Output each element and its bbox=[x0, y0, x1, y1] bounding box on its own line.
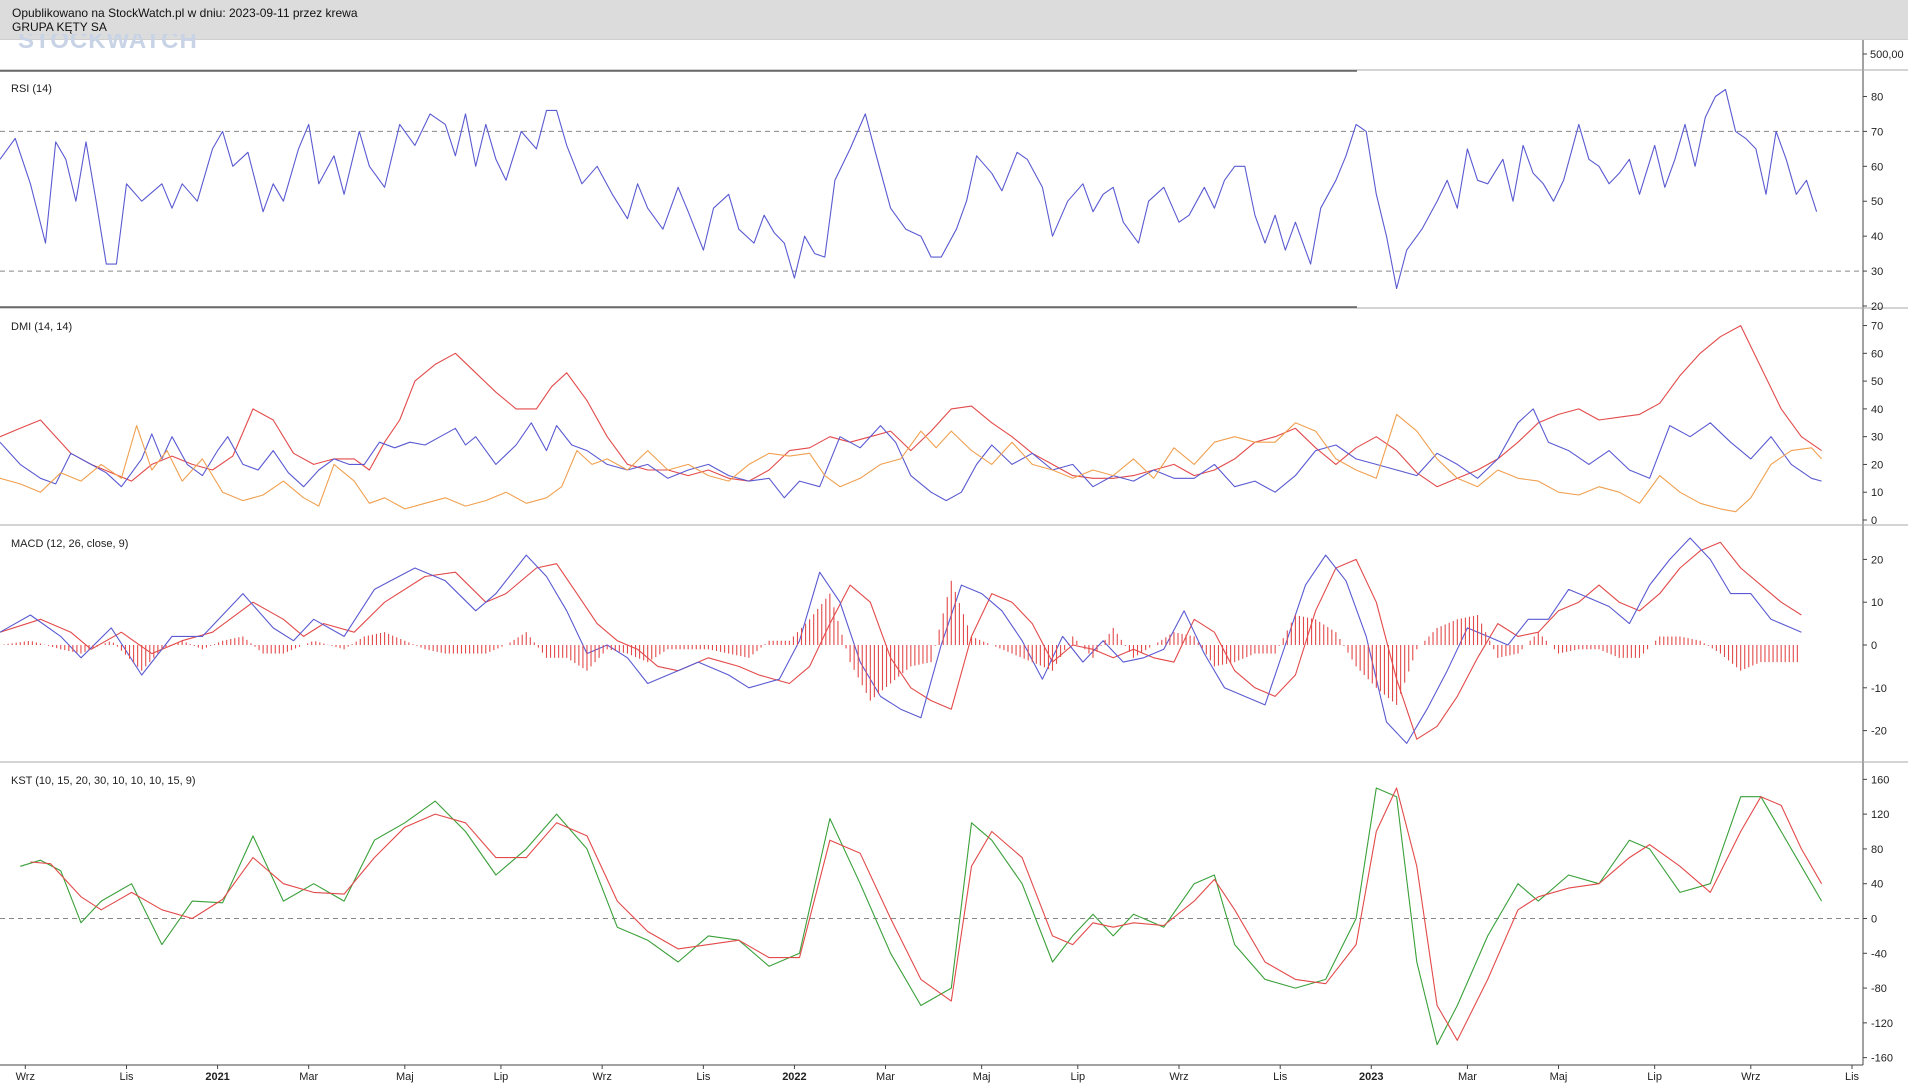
time-tick-label: Maj bbox=[396, 1071, 414, 1083]
kst-tick-label: -160 bbox=[1871, 1053, 1893, 1065]
time-tick-label: 2021 bbox=[205, 1071, 229, 1083]
time-tick-label: Mar bbox=[876, 1071, 895, 1083]
time-tick-label: Wrz bbox=[592, 1071, 611, 1083]
dmi-series-line-0 bbox=[0, 325, 1822, 488]
rsi-tick-label: 50 bbox=[1871, 196, 1883, 208]
dmi-panel-title: DMI (14, 14) bbox=[11, 321, 72, 333]
macd-tick-label: 0 bbox=[1871, 640, 1877, 652]
dmi-tick-label: 70 bbox=[1871, 321, 1883, 333]
rsi-tick-label: 20 bbox=[1871, 301, 1883, 313]
macd-tick-label: -10 bbox=[1871, 683, 1887, 695]
rsi-tick-label: 30 bbox=[1871, 266, 1883, 278]
rsi-series-line-0 bbox=[0, 88, 1818, 290]
time-tick-label: Mar bbox=[1458, 1071, 1477, 1083]
kst-series-line-kst bbox=[20, 787, 1823, 1046]
time-tick-label: Mar bbox=[299, 1071, 318, 1083]
time-tick-label: Wrz bbox=[16, 1071, 35, 1083]
macd-tick-label: 10 bbox=[1871, 597, 1883, 609]
time-tick-label: Lis bbox=[696, 1071, 711, 1083]
kst-series-line-signal bbox=[30, 787, 1823, 1041]
stockwatch-logo: STOCKWATCH bbox=[18, 34, 198, 52]
dmi-tick-label: 40 bbox=[1871, 404, 1883, 416]
macd-tick-label: 20 bbox=[1871, 554, 1883, 566]
macd-series-line-macd bbox=[0, 537, 1802, 744]
time-tick-label: Lip bbox=[494, 1071, 509, 1083]
kst-tick-label: -80 bbox=[1871, 983, 1887, 995]
time-tick-label: Wrz bbox=[1169, 1071, 1188, 1083]
kst-tick-label: 0 bbox=[1871, 914, 1877, 926]
time-tick-label: Maj bbox=[1550, 1071, 1568, 1083]
time-tick-label: 2023 bbox=[1359, 1071, 1383, 1083]
time-tick-label: Wrz bbox=[1741, 1071, 1760, 1083]
dmi-tick-label: 10 bbox=[1871, 487, 1883, 499]
kst-tick-label: 160 bbox=[1871, 774, 1889, 786]
kst-tick-label: -120 bbox=[1871, 1018, 1893, 1030]
time-tick-label: Lis bbox=[1845, 1071, 1860, 1083]
rsi-tick-label: 80 bbox=[1871, 91, 1883, 103]
dmi-tick-label: 30 bbox=[1871, 432, 1883, 444]
dmi-tick-label: 20 bbox=[1871, 459, 1883, 471]
publication-info: Opublikowano na StockWatch.pl w dniu: 20… bbox=[12, 6, 358, 20]
kst-tick-label: 40 bbox=[1871, 879, 1883, 891]
time-tick-label: Lis bbox=[119, 1071, 134, 1083]
dmi-tick-label: 0 bbox=[1871, 515, 1877, 527]
rsi-panel-title: RSI (14) bbox=[11, 83, 52, 95]
dmi-tick-label: 60 bbox=[1871, 348, 1883, 360]
rsi-tick-label: 60 bbox=[1871, 161, 1883, 173]
rsi-tick-label: 40 bbox=[1871, 231, 1883, 243]
kst-tick-label: 80 bbox=[1871, 844, 1883, 856]
macd-tick-label: -20 bbox=[1871, 726, 1887, 738]
price-tick-label: 500,00 bbox=[1870, 49, 1904, 61]
time-tick-label: Lip bbox=[1070, 1071, 1085, 1083]
dmi-series-line-1 bbox=[0, 408, 1822, 502]
time-tick-label: Lip bbox=[1647, 1071, 1662, 1083]
time-tick-label: Maj bbox=[973, 1071, 991, 1083]
time-tick-label: Lis bbox=[1273, 1071, 1288, 1083]
macd-series-line-signal bbox=[0, 541, 1802, 740]
publication-header: Opublikowano na StockWatch.pl w dniu: 20… bbox=[0, 0, 1908, 40]
macd-panel-title: MACD (12, 26, close, 9) bbox=[11, 538, 128, 550]
kst-tick-label: -40 bbox=[1871, 948, 1887, 960]
kst-tick-label: 120 bbox=[1871, 809, 1889, 821]
dmi-tick-label: 50 bbox=[1871, 376, 1883, 388]
time-tick-label: 2022 bbox=[782, 1071, 806, 1083]
instrument-name: GRUPA KĘTY SA bbox=[12, 20, 107, 34]
dmi-series-line-2 bbox=[0, 413, 1823, 513]
kst-panel-title: KST (10, 15, 20, 30, 10, 10, 10, 15, 9) bbox=[11, 775, 195, 787]
rsi-tick-label: 70 bbox=[1871, 126, 1883, 138]
